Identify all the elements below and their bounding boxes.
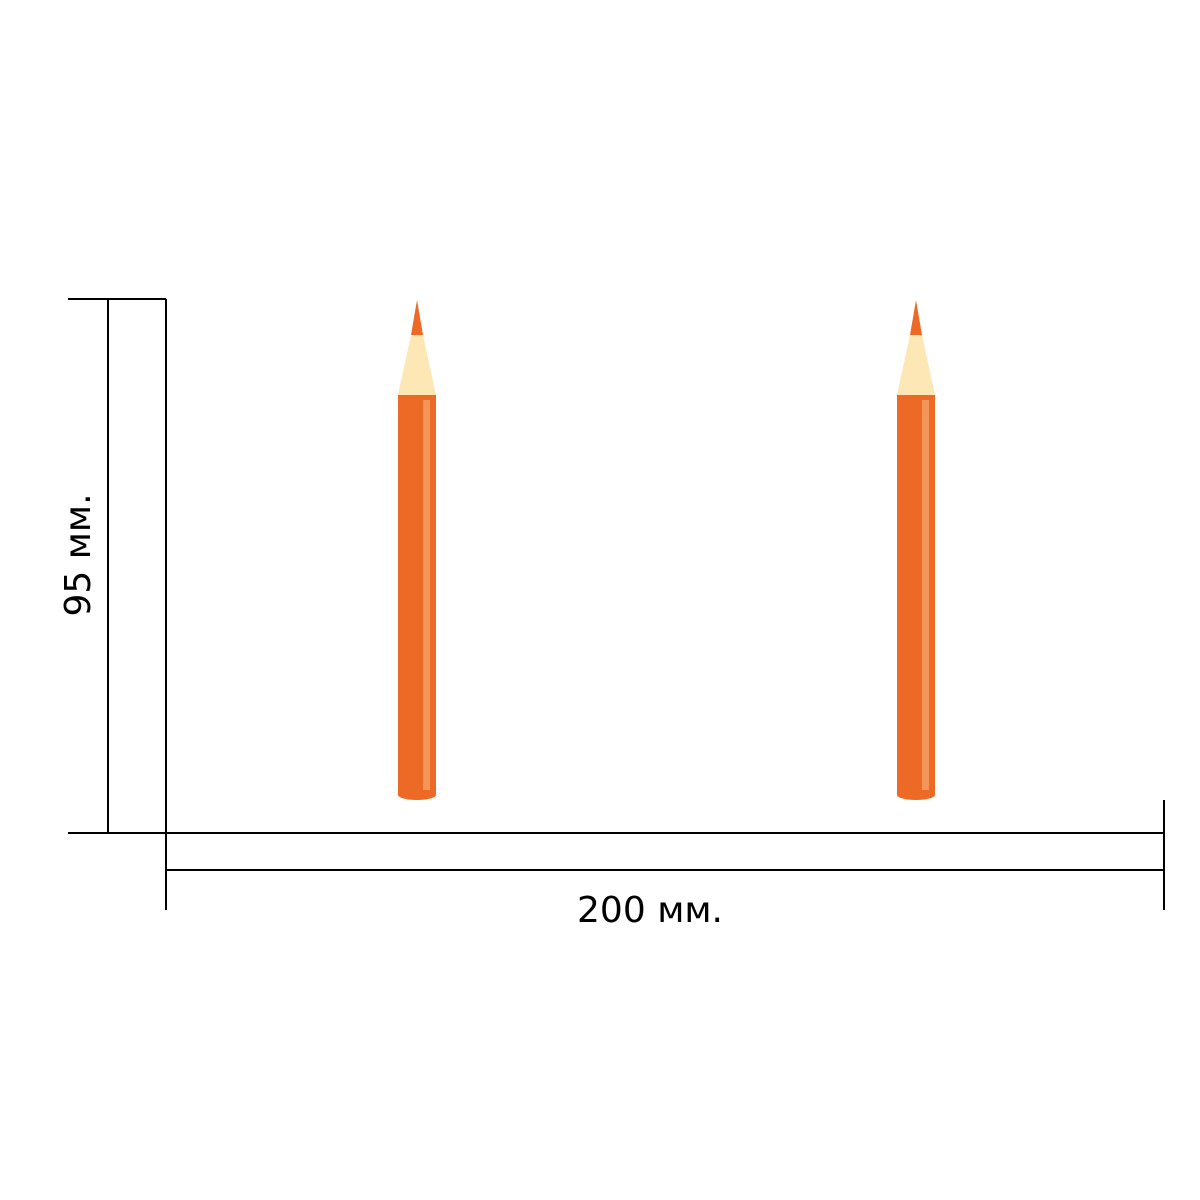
dimension-lines — [68, 298, 1165, 910]
height-label: 95 мм. — [58, 493, 99, 616]
pencil — [398, 300, 436, 800]
width-label: 200 мм. — [577, 890, 723, 931]
pencil — [897, 300, 935, 800]
